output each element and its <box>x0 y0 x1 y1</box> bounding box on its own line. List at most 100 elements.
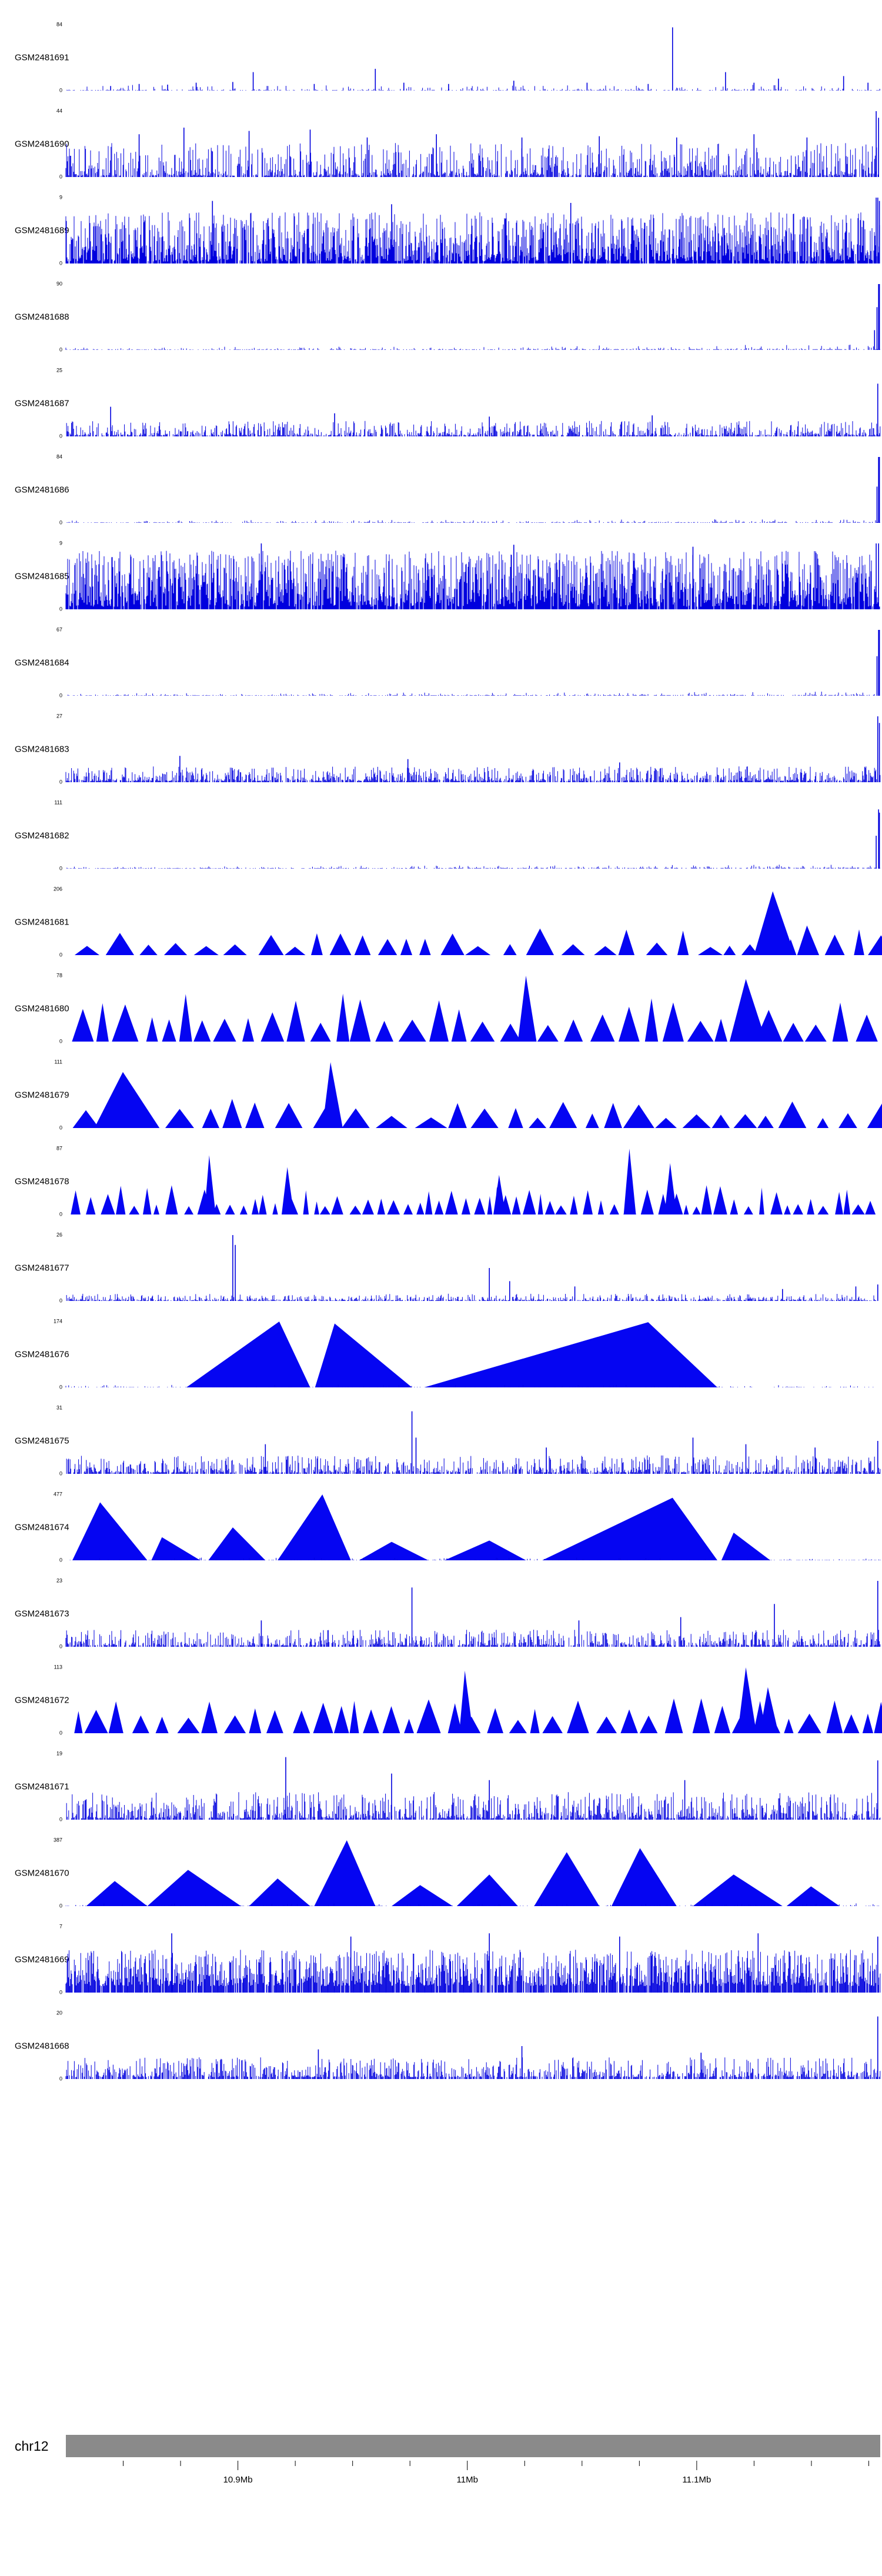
signal-spikes <box>110 383 878 436</box>
track-plot <box>66 27 880 91</box>
signal-bars <box>66 421 881 436</box>
track-ymin-label: 0 <box>59 606 62 612</box>
signal-bars <box>66 1792 881 1820</box>
track-ymin-label: 0 <box>59 433 62 439</box>
track-row: GSM2481670 387 0 <box>0 1833 882 1920</box>
signal-bars <box>65 1903 879 1906</box>
track-plot <box>66 1757 881 1820</box>
track-plot <box>69 1494 881 1560</box>
track-label: GSM2481671 <box>15 1781 69 1792</box>
track-label: GSM2481688 <box>15 312 69 322</box>
track-row: GSM2481679 111 0 <box>0 1055 882 1142</box>
track-label: GSM2481684 <box>15 658 69 668</box>
track-ymax-label: 111 <box>54 799 62 806</box>
peak-shapes <box>186 1322 717 1387</box>
peak-shapes <box>72 1494 771 1560</box>
track-ymin-label: 0 <box>59 1730 62 1736</box>
signal-bars <box>66 85 880 91</box>
track-plot <box>66 383 881 436</box>
track-ymin-label: 0 <box>59 952 62 958</box>
track-row: GSM2481691 84 0 <box>0 18 882 104</box>
track-ymax-label: 84 <box>56 453 62 460</box>
track-plot <box>68 630 880 696</box>
peak-shapes <box>74 891 882 955</box>
track-plot <box>66 809 880 869</box>
track-ymin-label: 0 <box>59 173 62 180</box>
track-plot <box>65 543 880 609</box>
track-label: GSM2481680 <box>15 1003 69 1014</box>
track-row: GSM2481685 9 0 <box>0 536 882 623</box>
track-plot <box>66 1235 878 1301</box>
signal-bars <box>65 143 879 177</box>
track-row: GSM2481669 7 0 <box>0 1920 882 2006</box>
track-ymin-label: 0 <box>59 260 62 266</box>
track-label: GSM2481672 <box>15 1695 69 1706</box>
track-ymin-label: 0 <box>59 87 62 94</box>
track-ymax-label: 26 <box>56 1232 62 1238</box>
track-ymax-label: 111 <box>54 1059 62 1065</box>
track-ymax-label: 25 <box>56 367 62 373</box>
signal-bars <box>65 1384 874 1387</box>
track-ymax-label: 387 <box>53 1837 62 1843</box>
signal-spikes <box>260 1581 878 1647</box>
track-ymax-label: 23 <box>56 1577 62 1584</box>
track-ymin-label: 0 <box>59 1989 62 1996</box>
track-ymin-label: 0 <box>59 519 62 526</box>
signal-spikes <box>265 1411 878 1474</box>
track-ymin-label: 0 <box>59 1816 62 1823</box>
chromosome-label: chr12 <box>15 2438 49 2454</box>
track-label: GSM2481668 <box>15 2041 69 2051</box>
signal-spikes <box>876 630 880 696</box>
track-ymin-label: 0 <box>59 1384 62 1390</box>
track-ymax-label: 90 <box>56 281 62 287</box>
axis-tick-label: 10.9Mb <box>223 2475 253 2485</box>
track-label: GSM2481683 <box>15 744 69 755</box>
track-ymin-label: 0 <box>59 2076 62 2082</box>
track-ymin-label: 0 <box>59 346 62 353</box>
track-plot <box>65 111 879 177</box>
track-label: GSM2481691 <box>15 52 69 63</box>
track-ymin-label: 0 <box>59 1903 62 1909</box>
track-row: GSM2481677 26 0 <box>0 1228 882 1314</box>
track-row: GSM2481687 25 0 <box>0 363 882 450</box>
peak-shapes <box>72 976 878 1042</box>
signal-bars <box>65 345 880 350</box>
track-label: GSM2481677 <box>15 1263 69 1273</box>
signal-bars <box>66 1293 877 1301</box>
track-ymin-label: 0 <box>59 779 62 785</box>
signal-bars <box>66 864 880 869</box>
track-row: GSM2481686 84 0 <box>0 450 882 536</box>
track-ymax-label: 84 <box>56 21 62 28</box>
signal-spikes <box>876 457 880 523</box>
track-plot <box>65 2016 881 2079</box>
track-ymin-label: 0 <box>59 1557 62 1563</box>
genome-axis-section: chr12 10.9Mb 11Mb 11.1Mb <box>0 2435 882 2511</box>
peak-shapes <box>71 1149 876 1214</box>
signal-spikes <box>232 1235 878 1301</box>
track-row: GSM2481674 477 0 <box>0 1487 882 1574</box>
track-label: GSM2481689 <box>15 225 69 236</box>
signal-bars <box>66 519 880 523</box>
track-row: GSM2481678 87 0 <box>0 1142 882 1228</box>
track-ymax-label: 27 <box>56 713 62 719</box>
track-row: GSM2481690 44 0 <box>0 104 882 191</box>
track-ymin-label: 0 <box>59 1211 62 1217</box>
signal-bars <box>65 212 880 263</box>
signal-spikes <box>260 543 879 609</box>
peak-shapes <box>86 1840 840 1906</box>
signal-bars <box>66 1455 881 1474</box>
track-ymax-label: 9 <box>59 540 62 546</box>
track-label: GSM2481670 <box>15 1868 69 1878</box>
signal-bars <box>65 550 880 609</box>
chromosome-ideogram <box>66 2435 880 2457</box>
track-plot <box>65 1933 881 1993</box>
track-ymax-label: 9 <box>59 194 62 201</box>
track-plot <box>74 891 882 955</box>
track-ymax-label: 477 <box>53 1491 62 1497</box>
track-label: GSM2481690 <box>15 139 69 149</box>
track-row: GSM2481668 20 0 <box>0 2006 882 2093</box>
track-ymax-label: 78 <box>56 972 62 979</box>
track-row: GSM2481688 90 0 <box>0 277 882 363</box>
track-plot <box>65 716 881 782</box>
track-row: GSM2481684 67 0 <box>0 623 882 709</box>
